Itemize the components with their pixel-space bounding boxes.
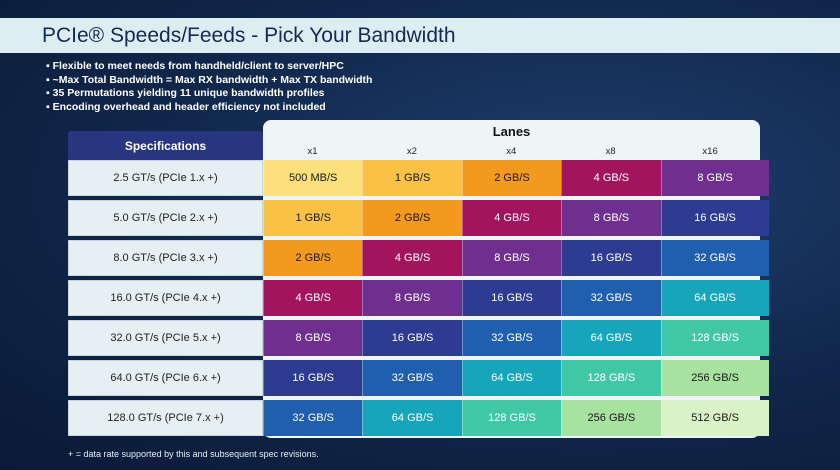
bandwidth-cell: 64 GB/S — [362, 400, 462, 436]
bandwidth-cell: 32 GB/S — [263, 400, 363, 436]
lane-label: x2 — [406, 146, 417, 157]
bandwidth-cell: 8 GB/S — [561, 200, 661, 236]
bandwidth-cell: 32 GB/S — [362, 360, 462, 396]
bandwidth-cell: 4 GB/S — [362, 240, 462, 276]
bandwidth-cell: 64 GB/S — [660, 280, 769, 316]
lane-label: x1 — [307, 146, 318, 157]
bandwidth-cell: 128 GB/S — [461, 400, 562, 436]
bandwidth-cell: 512 GB/S — [660, 400, 769, 436]
bandwidth-cell: 2 GB/S — [461, 160, 562, 196]
bullet: ~Max Total Bandwidth = Max RX bandwidth … — [46, 74, 373, 88]
footnote: + = data rate supported by this and subs… — [68, 449, 319, 459]
bandwidth-cell: 8 GB/S — [660, 160, 769, 196]
lane-label: x16 — [702, 146, 718, 157]
bandwidth-cell: 1 GB/S — [263, 200, 363, 236]
bandwidth-cell: 128 GB/S — [561, 360, 661, 396]
bandwidth-cell: 8 GB/S — [461, 240, 562, 276]
spec-cell: 16.0 GT/s (PCIe 4.x +) — [68, 280, 263, 316]
bandwidth-cell: 64 GB/S — [461, 360, 562, 396]
title: PCIe® Speeds/Feeds - Pick Your Bandwidth — [0, 18, 840, 53]
bandwidth-cell: 256 GB/S — [561, 400, 661, 436]
bandwidth-cell: 256 GB/S — [660, 360, 769, 396]
bandwidth-cell: 16 GB/S — [263, 360, 363, 396]
lane-label: x4 — [506, 146, 517, 157]
lane-label: x8 — [605, 146, 616, 157]
bandwidth-cell: 8 GB/S — [362, 280, 462, 316]
bandwidth-cell: 1 GB/S — [362, 160, 462, 196]
bandwidth-cell: 4 GB/S — [263, 280, 363, 316]
spec-cell: 128.0 GT/s (PCIe 7.x +) — [68, 400, 263, 436]
bullet: 35 Permutations yielding 11 unique bandw… — [46, 87, 372, 101]
spec-cell: 5.0 GT/s (PCIe 2.x +) — [68, 200, 263, 236]
bandwidth-cell: 128 GB/S — [660, 320, 769, 356]
bandwidth-cell: 16 GB/S — [461, 280, 562, 316]
bandwidth-cell: 2 GB/S — [362, 200, 462, 236]
bandwidth-cell: 64 GB/S — [561, 320, 661, 356]
bandwidth-cell: 32 GB/S — [561, 280, 661, 316]
bandwidth-cell: 16 GB/S — [660, 200, 769, 236]
spec-cell: 32.0 GT/s (PCIe 5.x +) — [68, 320, 263, 356]
spec-cell: 2.5 GT/s (PCIe 1.x +) — [68, 160, 263, 196]
bandwidth-cell: 500 MB/S — [263, 160, 363, 196]
bullet-list: Flexible to meet needs from handheld/cli… — [46, 60, 373, 115]
bandwidth-cell: 32 GB/S — [660, 240, 769, 276]
spec-cell: 8.0 GT/s (PCIe 3.x +) — [68, 240, 263, 276]
lanes-header: Lanes — [492, 124, 531, 139]
bandwidth-cell: 4 GB/S — [461, 200, 562, 236]
bandwidth-cell: 4 GB/S — [561, 160, 661, 196]
spec-header: Specifications — [68, 131, 263, 161]
bandwidth-cell: 32 GB/S — [461, 320, 562, 356]
spec-cell: 64.0 GT/s (PCIe 6.x +) — [68, 360, 263, 396]
bandwidth-cell: 8 GB/S — [263, 320, 363, 356]
bullet: Encoding overhead and header efficiency … — [46, 101, 372, 115]
bandwidth-cell: 2 GB/S — [263, 240, 363, 276]
bandwidth-cell: 16 GB/S — [362, 320, 462, 356]
bullet: Flexible to meet needs from handheld/cli… — [46, 60, 372, 74]
bandwidth-cell: 16 GB/S — [561, 240, 661, 276]
